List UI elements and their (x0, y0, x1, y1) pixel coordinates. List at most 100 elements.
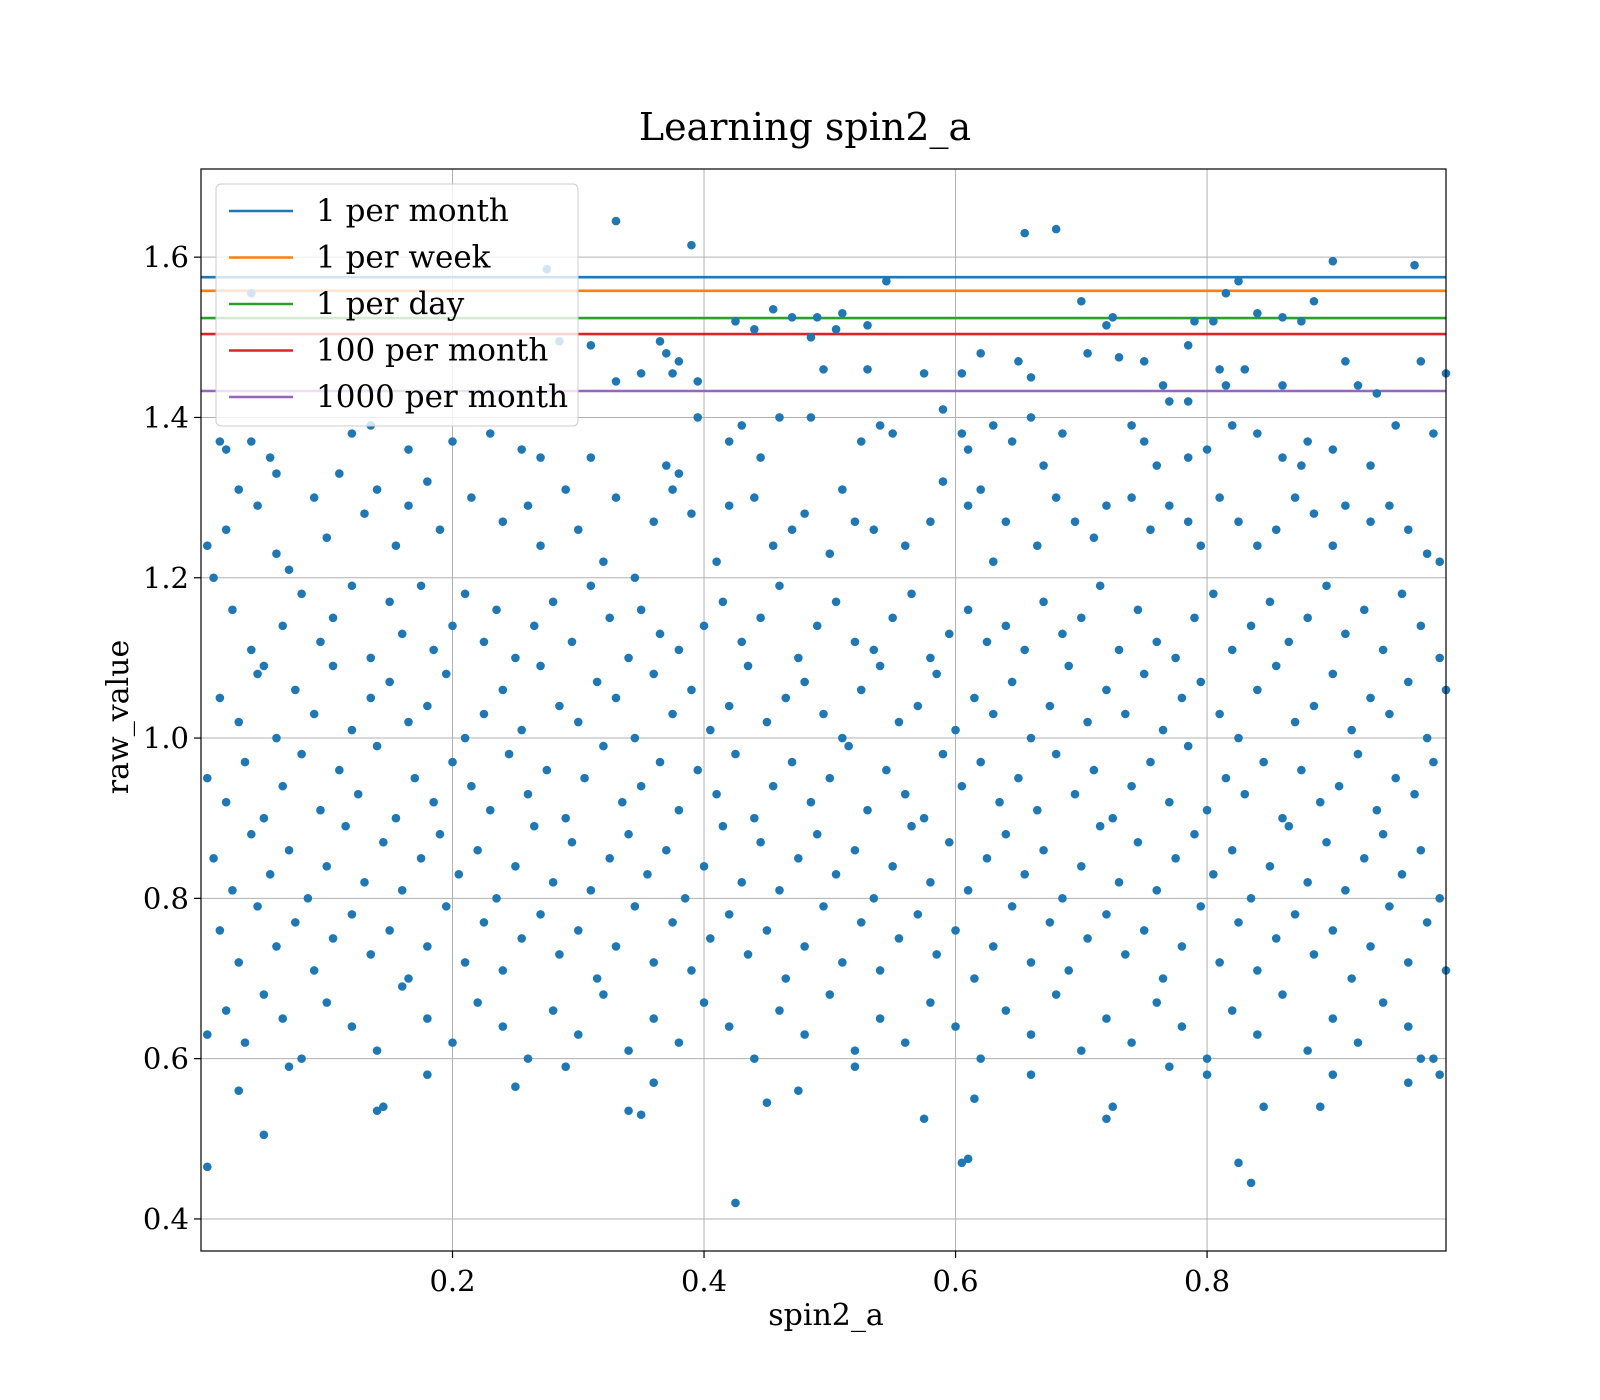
scatter-point (668, 918, 677, 927)
scatter-point (599, 741, 608, 751)
scatter-point (215, 437, 225, 446)
scatter-point (291, 918, 300, 927)
scatter-point (1422, 918, 1432, 927)
y-axis-label: raw_value (101, 640, 136, 794)
scatter-point (1114, 645, 1124, 655)
scatter-point (699, 998, 709, 1007)
scatter-point (1026, 1030, 1036, 1039)
x-tick-label: 0.8 (1184, 1264, 1230, 1298)
scatter-point (636, 1110, 646, 1120)
scatter-point (259, 1130, 269, 1140)
scatter-point (1039, 597, 1048, 607)
plot-frame (200, 168, 1447, 1252)
scatter-point (963, 445, 973, 454)
scatter-point (794, 1086, 803, 1096)
scatter-point (297, 589, 306, 599)
scatter-point (372, 1046, 382, 1055)
scatter-point (611, 377, 621, 386)
y-tick-label: 1.6 (143, 240, 189, 274)
scatter-point (391, 541, 401, 550)
scatter-point (718, 821, 728, 831)
scatter-point (1183, 397, 1193, 406)
scatter-point (1303, 613, 1312, 623)
scatter-point (385, 677, 394, 687)
scatter-point (750, 1054, 759, 1063)
scatter-point (863, 365, 872, 374)
scatter-point (900, 541, 910, 550)
scatter-point (1234, 276, 1243, 286)
scatter-point (1366, 942, 1375, 951)
scatter-point (693, 377, 703, 386)
scatter-point (944, 629, 954, 639)
scatter-point (869, 525, 879, 534)
scatter-point (1215, 365, 1224, 374)
scatter-point (1127, 421, 1136, 430)
y-tick-label: 0.8 (143, 881, 189, 915)
scatter-point (756, 453, 765, 462)
scatter-point (1378, 645, 1388, 655)
scatter-point (636, 605, 646, 615)
scatter-point (523, 501, 533, 510)
scatter-point (1001, 829, 1011, 839)
scatter-point (1271, 934, 1281, 943)
scatter-point (1083, 717, 1092, 727)
scatter-point (674, 469, 684, 478)
scatter-point (1416, 357, 1426, 366)
scatter-point (492, 894, 501, 903)
scatter-point (404, 501, 413, 510)
scatter-point (1190, 829, 1199, 839)
scatter-point (1152, 886, 1162, 895)
scatter-point (1284, 821, 1294, 831)
scatter-point (988, 421, 998, 430)
scatter-point (1171, 853, 1180, 863)
scatter-point (687, 240, 696, 250)
scatter-point (335, 469, 344, 478)
scatter-point (1403, 1078, 1413, 1087)
scatter-point (850, 845, 860, 855)
scatter-point (234, 1086, 244, 1096)
scatter-point (1366, 461, 1375, 470)
scatter-point (1083, 349, 1092, 358)
scatter-point (1221, 381, 1231, 390)
y-tick-label: 1.0 (143, 721, 189, 755)
scatter-point (1322, 837, 1331, 847)
scatter-point (467, 493, 476, 502)
scatter-point (1259, 757, 1268, 767)
scatter-point (970, 1094, 979, 1104)
scatter-point (1403, 525, 1413, 534)
scatter-point (498, 966, 508, 975)
chart-title: Learning spin2_a (639, 105, 971, 150)
scatter-point (699, 621, 709, 631)
scatter-point (756, 837, 765, 847)
scatter-point (655, 337, 665, 346)
scatter-point (397, 886, 407, 895)
scatter-point (573, 1030, 583, 1039)
scatter-point (247, 437, 256, 446)
scatter-point (649, 958, 659, 967)
scatter-point (1183, 341, 1193, 350)
scatter-point (1253, 966, 1262, 975)
scatter-point (988, 709, 998, 719)
scatter-point (869, 645, 879, 655)
scatter-point (1322, 581, 1331, 591)
scatter-point (831, 597, 841, 607)
scatter-point (1234, 918, 1243, 927)
scatter-point (1209, 870, 1218, 879)
scatter-point (1026, 413, 1036, 422)
scatter-point (1410, 260, 1419, 270)
scatter-point (794, 653, 803, 663)
scatter-point (1158, 381, 1168, 390)
scatter-point (1026, 373, 1036, 382)
scatter-point (1278, 813, 1287, 823)
scatter-point (278, 1014, 288, 1023)
scatter-point (548, 1006, 558, 1015)
scatter-point (1253, 541, 1262, 550)
scatter-point (951, 926, 960, 935)
scatter-point (1209, 316, 1218, 326)
scatter-point (1014, 773, 1023, 783)
scatter-point (240, 1038, 250, 1047)
scatter-point (869, 894, 879, 903)
scatter-point (1403, 958, 1413, 967)
scatter-point (926, 878, 935, 887)
scatter-point (423, 477, 432, 486)
